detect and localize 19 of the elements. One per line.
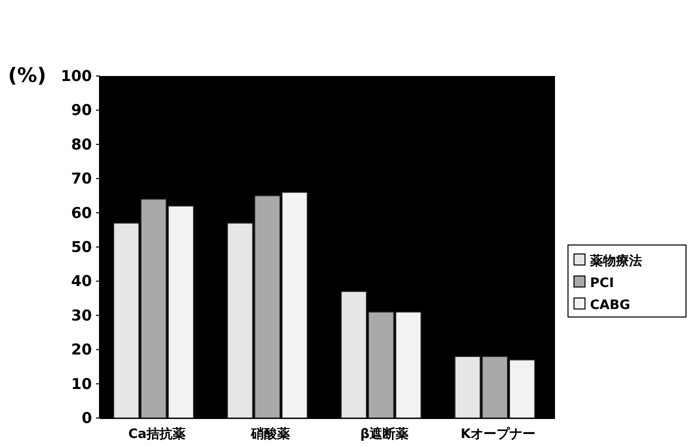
y-tick-label: 60: [71, 204, 92, 222]
y-tick-label: 100: [60, 67, 92, 85]
x-tick-label: β遮断薬: [360, 426, 409, 442]
y-tick-label: 70: [71, 170, 92, 188]
legend-label: CABG: [590, 298, 630, 313]
y-tick-label: 50: [71, 238, 92, 256]
x-tick-label: 硝酸薬: [250, 426, 290, 442]
x-tick-label: Ca拮抗薬: [128, 426, 186, 442]
y-tick-label: 20: [71, 340, 92, 359]
y-tick-label: 80: [71, 135, 92, 154]
y-tick-label: 10: [71, 374, 92, 393]
y-axis-title: (%): [8, 63, 46, 87]
y-tick-label: 40: [71, 272, 92, 290]
legend-label: 薬物療法: [589, 253, 642, 269]
x-tick-label: Kオープナー: [460, 426, 536, 442]
y-tick-label: 0: [82, 409, 92, 427]
legend-label: PCI: [590, 276, 614, 291]
y-tick-label: 90: [71, 101, 92, 120]
y-tick-label: 30: [71, 306, 92, 324]
